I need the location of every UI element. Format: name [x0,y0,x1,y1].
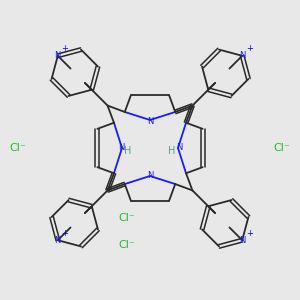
Text: N: N [147,170,153,179]
Text: Cl⁻: Cl⁻ [274,143,290,153]
Text: N: N [147,116,153,125]
Text: Cl⁻: Cl⁻ [118,240,135,250]
Text: N: N [55,236,61,245]
Text: +: + [246,44,253,53]
Text: Cl⁻: Cl⁻ [10,143,26,153]
Text: N: N [118,143,124,152]
Text: +: + [246,229,253,238]
Text: N: N [55,51,61,60]
Text: +: + [61,44,68,53]
Text: +: + [61,229,68,238]
Text: Cl⁻: Cl⁻ [118,213,135,223]
Text: N: N [176,143,182,152]
Text: H: H [124,146,132,156]
Text: H: H [168,146,176,156]
Text: N: N [239,51,245,60]
Text: N: N [239,236,245,245]
